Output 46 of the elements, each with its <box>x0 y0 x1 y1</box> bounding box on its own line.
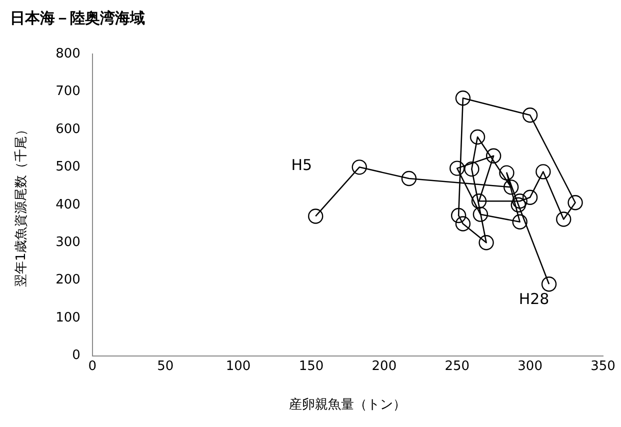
point <box>401 170 417 186</box>
point <box>450 208 466 224</box>
point <box>455 216 471 232</box>
point <box>512 194 528 209</box>
x-tick-label: 150 <box>298 358 324 374</box>
chart-title: 日本海－陸奥湾海域 <box>10 8 145 27</box>
y-tick-label: 200 <box>56 272 80 288</box>
annotation: H28 <box>518 290 550 308</box>
x-tick-label: 0 <box>88 358 97 374</box>
x-tick-label: 250 <box>444 358 470 374</box>
x-tick-label: 350 <box>590 358 616 374</box>
y-axis-title: 翌年1歳魚資源尾数（千尾） <box>14 122 30 288</box>
point <box>472 206 488 222</box>
x-axis-title: 産卵親魚量（トン） <box>289 396 406 413</box>
point <box>536 164 551 180</box>
annotation: H5 <box>291 156 312 174</box>
point <box>510 197 526 212</box>
point <box>486 148 502 164</box>
x-tick-label: 300 <box>518 358 542 374</box>
point <box>471 194 487 209</box>
y-tick-label: 600 <box>56 122 80 137</box>
point <box>352 160 367 175</box>
y-tick-label: 100 <box>56 310 80 326</box>
y-tick-label: 400 <box>56 197 80 212</box>
point <box>499 165 514 180</box>
point <box>455 90 471 106</box>
y-tick-label: 500 <box>56 160 80 175</box>
point <box>478 235 494 250</box>
point <box>556 212 572 227</box>
y-tick-label: 300 <box>56 235 80 250</box>
point <box>522 190 538 205</box>
x-tick-label: 200 <box>372 358 397 374</box>
y-tick-label: 800 <box>56 46 80 62</box>
x-tick-label: 100 <box>226 358 251 374</box>
point <box>470 129 486 145</box>
y-tick-label: 700 <box>56 84 80 100</box>
point <box>541 276 557 292</box>
point <box>450 160 465 176</box>
point <box>464 161 480 177</box>
x-tick-label: 50 <box>157 358 174 374</box>
point <box>568 195 583 210</box>
point <box>522 108 538 123</box>
point <box>512 214 528 230</box>
point <box>503 180 519 195</box>
point <box>308 208 324 224</box>
y-tick-label: 0 <box>72 348 80 364</box>
